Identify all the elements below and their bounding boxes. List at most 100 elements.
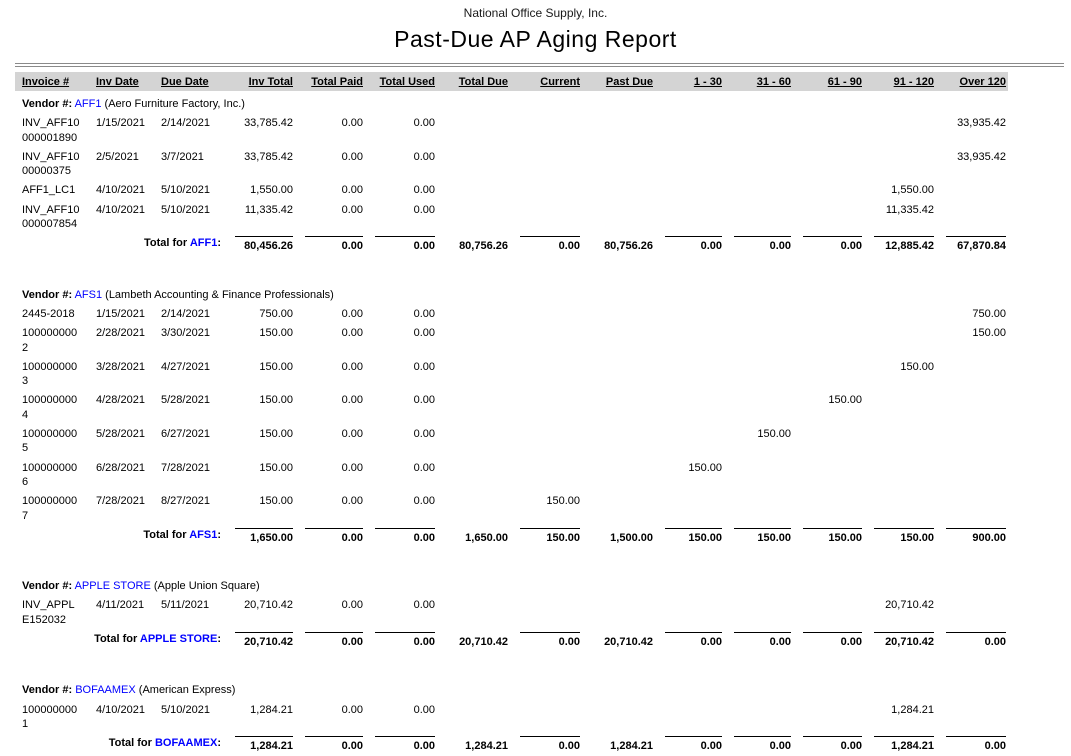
vendor-code-link[interactable]: AFS1: [189, 528, 218, 541]
total-amount-value: 900.00: [946, 527, 1006, 545]
amount-cell: 0.00: [413, 461, 435, 474]
total-amount-cell: 150.00: [864, 525, 936, 547]
amount-cell: [655, 424, 724, 458]
amount-cell: [793, 424, 864, 458]
vendor-total-row: Total for BOFAAMEX: 1,284.21 0.00 0.00 1,284…: [15, 733, 1008, 755]
amount-cell: [655, 180, 724, 199]
invoice-number-cell: 1000000004: [22, 394, 78, 421]
amount-cell: [655, 304, 724, 323]
amount-cell: [793, 700, 864, 734]
amount-cell: [510, 357, 582, 391]
vendor-code-link[interactable]: AFF1: [189, 237, 218, 250]
amount-cell: 0.00: [413, 428, 435, 441]
amount-cell: [437, 491, 510, 525]
total-amount-value: 80,756.26: [459, 240, 508, 253]
amount-cell: [936, 390, 1008, 424]
amount-cell: 0.00: [413, 117, 435, 130]
amount-cell: [724, 595, 793, 629]
amount-cell: [582, 491, 655, 525]
invoice-row: 1000000005 5/28/2021 6/27/2021 150.00 0.00 0.…: [15, 424, 1008, 458]
total-amount-value: 1,284.21: [465, 740, 508, 753]
amount-cell: 0.00: [341, 150, 363, 163]
amount-cell: 150.00: [900, 360, 934, 373]
amount-cell: 150.00: [259, 495, 293, 508]
total-amount-value: 1,650.00: [235, 527, 293, 545]
total-amount-value: 0.00: [305, 632, 363, 649]
vendor-header-row: Vendor #: AFS1 (Lambeth Accounting & Fin…: [15, 282, 1008, 304]
amount-cell: 1,284.21: [250, 703, 293, 716]
due-date-cell: 5/10/2021: [161, 203, 210, 216]
total-amount-value: 12,885.42: [874, 236, 934, 253]
amount-cell: 0.00: [341, 360, 363, 373]
total-amount-cell: 0.00: [510, 629, 582, 651]
amount-cell: [936, 424, 1008, 458]
total-amount-value: 0.00: [520, 736, 580, 753]
total-amount-value: 0.00: [375, 736, 435, 753]
invoice-number-cell: INV_AFF10000007854: [22, 203, 80, 231]
total-amount-value: 0.00: [375, 632, 435, 649]
total-amount-value: 0.00: [520, 632, 580, 649]
inv-date-cell: 4/11/2021: [96, 599, 145, 612]
vendor-total-row: Total for AFS1: 1,650.00 0.00 0.00 1,650.00 1…: [15, 525, 1008, 547]
invoice-number-cell: INV_AFF10000001890: [22, 117, 80, 144]
amount-cell: 0.00: [413, 703, 435, 716]
vendor-prefix-label: Vendor #:: [22, 98, 73, 110]
total-amount-value: 1,284.21: [874, 736, 934, 753]
vendor-code-link[interactable]: AFS1: [74, 288, 103, 301]
total-amount-cell: 80,756.26: [582, 233, 655, 255]
total-amount-cell: 0.00: [793, 733, 864, 755]
invoice-row: 1000000006 6/28/2021 7/28/2021 150.00 0.00 0.…: [15, 458, 1008, 492]
due-date-cell: 6/27/2021: [161, 428, 210, 441]
amount-cell: 33,785.42: [244, 150, 293, 163]
vendor-header-row: Vendor #: APPLE STORE (Apple Union Squar…: [15, 573, 1008, 595]
vendor-code-link[interactable]: BOFAAMEX: [75, 684, 136, 697]
amount-cell: 0.00: [341, 599, 363, 612]
total-amount-cell: 0.00: [793, 233, 864, 255]
due-date-cell: 3/30/2021: [161, 327, 210, 340]
total-amount-cell: 0.00: [655, 233, 724, 255]
amount-cell: 0.00: [413, 327, 435, 340]
amount-cell: [582, 200, 655, 234]
amount-cell: [510, 700, 582, 734]
amount-cell: 750.00: [972, 307, 1006, 320]
amount-cell: [582, 357, 655, 391]
total-amount-cell: 0.00: [295, 733, 365, 755]
due-date-cell: 5/10/2021: [161, 703, 210, 716]
amount-cell: [724, 200, 793, 234]
total-amount-cell: 67,870.84: [936, 233, 1008, 255]
total-amount-cell: 1,500.00: [582, 525, 655, 547]
amount-cell: [724, 491, 793, 525]
vendor-code-link[interactable]: APPLE STORE: [74, 580, 151, 593]
amount-cell: [864, 113, 936, 147]
amount-cell: [582, 424, 655, 458]
vendor-total-label: Total for BOFAAMEX:: [108, 737, 221, 750]
total-amount-value: 20,710.42: [604, 636, 653, 649]
amount-cell: 0.00: [413, 495, 435, 508]
amount-cell: [437, 147, 510, 181]
due-date-cell: 5/10/2021: [161, 184, 210, 197]
invoice-row: INV_APPLE152032 4/11/2021 5/11/2021 20,710.…: [15, 595, 1008, 629]
amount-cell: [437, 700, 510, 734]
amount-cell: 0.00: [341, 495, 363, 508]
total-amount-cell: 0.00: [724, 733, 793, 755]
total-amount-value: 0.00: [665, 236, 722, 253]
spacer-cell: [15, 547, 1008, 573]
invoice-row: 1000000007 7/28/2021 8/27/2021 150.00 0.00 0.…: [15, 491, 1008, 525]
invoice-number-cell: 1000000007: [22, 495, 78, 522]
vendor-code-link[interactable]: APPLE STORE: [139, 633, 218, 646]
vendor-code-link[interactable]: AFF1: [74, 98, 102, 110]
vendor-code-link[interactable]: BOFAAMEX: [154, 737, 218, 750]
amount-cell: [437, 390, 510, 424]
inv-date-cell: 3/28/2021: [96, 360, 145, 373]
total-amount-cell: 0.00: [295, 233, 365, 255]
total-amount-value: 0.00: [665, 736, 722, 753]
total-amount-cell: 0.00: [510, 233, 582, 255]
ap-aging-table: Invoice # Inv Date Due Date Inv Total To…: [15, 72, 1008, 756]
amount-cell: [936, 180, 1008, 199]
amount-cell: [724, 180, 793, 199]
amount-cell: [793, 180, 864, 199]
vendor-prefix-label: Vendor #:: [22, 684, 73, 697]
inv-date-cell: 1/15/2021: [96, 117, 145, 130]
inv-date-cell: 4/28/2021: [96, 394, 145, 407]
amount-cell: [724, 323, 793, 357]
